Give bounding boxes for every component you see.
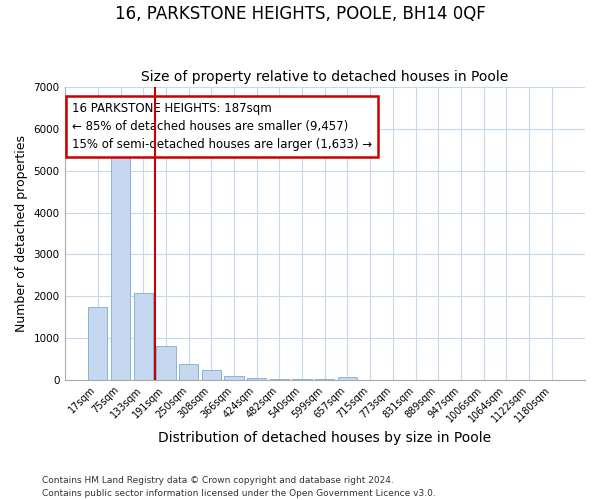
Bar <box>292 379 312 380</box>
Y-axis label: Number of detached properties: Number of detached properties <box>15 135 28 332</box>
Bar <box>202 370 221 380</box>
Text: 16, PARKSTONE HEIGHTS, POOLE, BH14 0QF: 16, PARKSTONE HEIGHTS, POOLE, BH14 0QF <box>115 5 485 23</box>
Bar <box>247 378 266 380</box>
Bar <box>88 306 107 380</box>
Bar <box>134 293 153 380</box>
Text: Contains HM Land Registry data © Crown copyright and database right 2024.
Contai: Contains HM Land Registry data © Crown c… <box>42 476 436 498</box>
X-axis label: Distribution of detached houses by size in Poole: Distribution of detached houses by size … <box>158 431 491 445</box>
Bar <box>111 140 130 380</box>
Bar <box>338 377 357 380</box>
Bar <box>224 376 244 380</box>
Bar <box>270 378 289 380</box>
Bar <box>156 346 176 380</box>
Bar <box>179 364 198 380</box>
Text: 16 PARKSTONE HEIGHTS: 187sqm
← 85% of detached houses are smaller (9,457)
15% of: 16 PARKSTONE HEIGHTS: 187sqm ← 85% of de… <box>73 102 373 150</box>
Title: Size of property relative to detached houses in Poole: Size of property relative to detached ho… <box>141 70 508 85</box>
